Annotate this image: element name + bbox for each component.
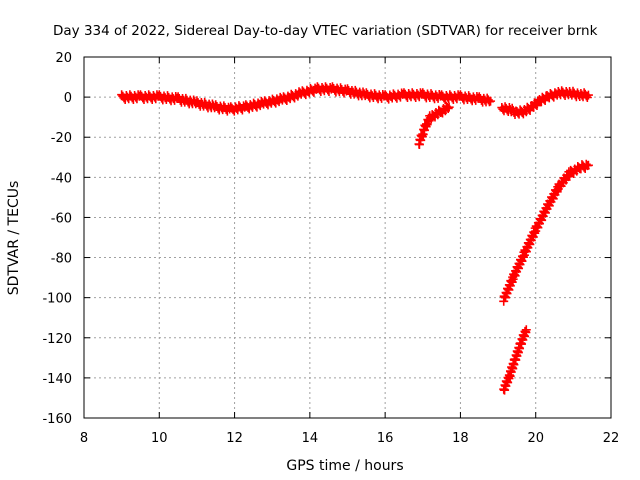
data-point <box>581 91 591 101</box>
x-tick-label: 20 <box>527 431 544 446</box>
y-tick-label: -120 <box>42 332 72 347</box>
y-tick-label: -60 <box>51 211 72 226</box>
data-point <box>486 96 496 106</box>
series-rising-arc-17h <box>414 101 454 150</box>
y-tick-label: -160 <box>42 412 72 427</box>
x-tick-label: 8 <box>80 431 88 446</box>
series-late-arc-19h <box>497 86 593 120</box>
y-tick-label: -40 <box>51 171 72 186</box>
x-tick-label: 14 <box>302 431 319 446</box>
x-tick-label: 22 <box>603 431 620 446</box>
x-tick-label: 10 <box>151 431 168 446</box>
y-tick-label: -20 <box>51 131 72 146</box>
series-main-band <box>117 82 496 116</box>
data-point <box>581 159 591 169</box>
y-tick-label: -140 <box>42 372 72 387</box>
y-tick-label: 20 <box>55 51 72 66</box>
x-tick-label: 16 <box>377 431 394 446</box>
series-short-arc-19-20h <box>499 325 531 395</box>
x-tick-label: 12 <box>226 431 243 446</box>
y-tick-label: 0 <box>64 91 72 106</box>
tick-layer: 8 10 12 14 16 18 20 22 -160 -140 -120 -100 -80 -60 -40… <box>42 51 619 446</box>
x-tick-label: 18 <box>452 431 469 446</box>
data-point <box>444 102 454 112</box>
y-tick-label: -80 <box>51 252 72 267</box>
y-axis-title: SDTVAR / TECUs <box>6 181 22 296</box>
y-tick-label: -100 <box>42 292 72 307</box>
data-point <box>521 325 531 335</box>
data-point <box>443 103 453 113</box>
plot-frame <box>83 56 612 419</box>
data-point <box>583 160 593 170</box>
series-steep-arc-19-21h <box>499 159 593 306</box>
chart-title: Day 334 of 2022, Sidereal Day-to-day VTE… <box>53 23 598 39</box>
points-layer <box>117 82 593 395</box>
data-point <box>583 90 593 100</box>
x-axis-title: GPS time / hours <box>286 458 403 474</box>
